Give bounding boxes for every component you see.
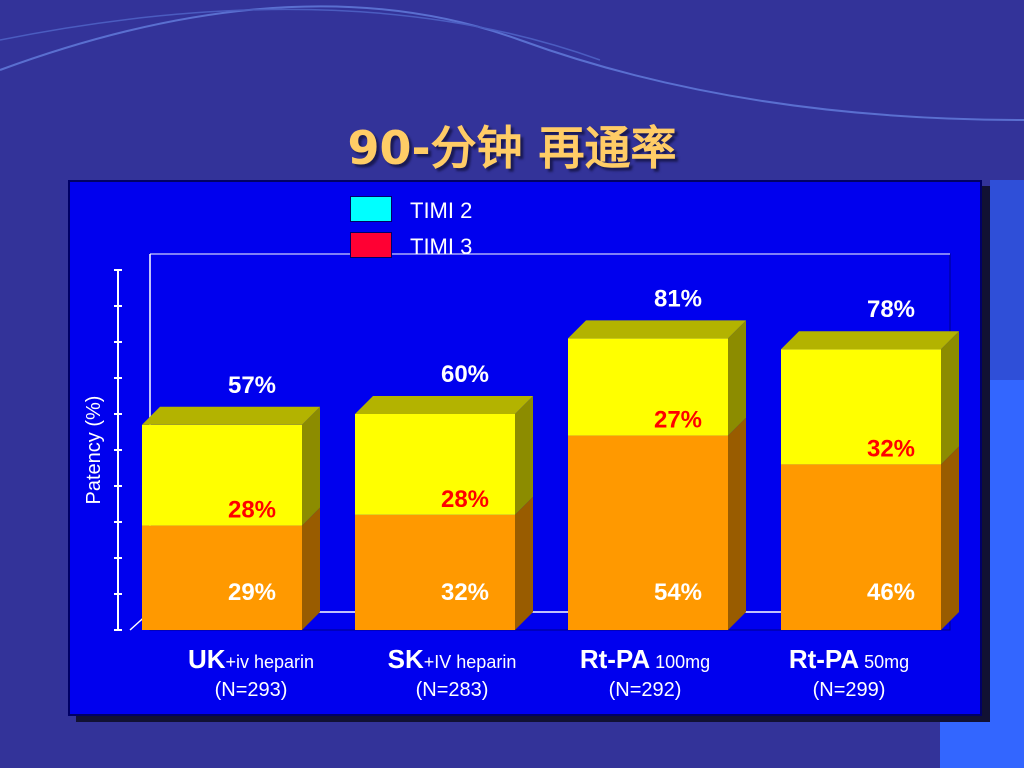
category-label-rtpa-100: Rt-PA 100mg (N=292) — [550, 644, 740, 702]
bar-timi2 — [781, 349, 941, 465]
category-label-sk: SK+IV heparin (N=283) — [352, 644, 552, 702]
bar-timi3-side — [302, 507, 320, 630]
bar-timi2-value-label: 32% — [867, 435, 915, 462]
category-sample-size: (N=293) — [214, 679, 288, 701]
category-detail: 50mg — [859, 652, 910, 672]
bar-timi3-side — [728, 417, 746, 630]
bar-top-face — [781, 331, 959, 350]
category-name: Rt-PA — [579, 644, 651, 674]
bar-timi2 — [355, 414, 515, 515]
category-label-uk: UK+iv heparin (N=293) — [156, 644, 346, 702]
bar-timi3-value-label: 29% — [228, 579, 276, 606]
legend-swatch-timi3 — [350, 232, 392, 258]
legend-swatch-timi2 — [350, 196, 392, 222]
bar-timi2-side — [941, 331, 959, 465]
category-detail: +IV heparin — [423, 652, 517, 672]
bar-total-label: 78% — [867, 296, 915, 323]
chart-panel: Patency (%) 29% 28% 57% 32% 28% 60% 54% 27% 81% 46… — [68, 180, 982, 716]
category-name: SK — [387, 644, 424, 674]
bar-timi2-side — [302, 406, 320, 526]
bar-top-face — [355, 396, 533, 414]
bar-timi2-value-label: 28% — [441, 486, 489, 513]
bar-timi2-side — [728, 320, 746, 436]
bar-timi2 — [568, 338, 728, 436]
category-sample-size: (N=283) — [415, 679, 489, 701]
bar-total-label: 57% — [228, 372, 276, 399]
category-detail: 100mg — [650, 652, 711, 672]
bar-top-face — [568, 320, 746, 339]
category-label-rtpa-50: Rt-PA 50mg (N=299) — [754, 644, 944, 702]
bar-timi2 — [142, 424, 302, 526]
bar-timi3-side — [515, 496, 533, 630]
bar-timi2-value-label: 28% — [228, 497, 276, 524]
category-detail: +iv heparin — [225, 652, 315, 672]
bar-timi3-value-label: 54% — [654, 579, 702, 606]
bar-timi3 — [568, 435, 728, 630]
bar-timi3 — [781, 464, 941, 630]
bar-timi3 — [355, 514, 515, 630]
category-name: UK — [187, 644, 226, 674]
category-sample-size: (N=292) — [608, 679, 682, 701]
bar-timi2-side — [515, 396, 533, 515]
bar-total-label: 81% — [654, 285, 702, 312]
patency-chart: Patency (%) 29% 28% 57% 32% 28% 60% 54% 27% 81% 46… — [83, 253, 959, 631]
slide-title: 90-分钟 再通率 — [347, 121, 677, 175]
bar-timi3-value-label: 46% — [867, 579, 915, 606]
bar-timi3-value-label: 32% — [441, 579, 489, 606]
legend-label-timi2: TIMI 2 — [410, 198, 473, 223]
legend-label-timi3: TIMI 3 — [410, 234, 473, 259]
bar-top-face — [142, 406, 320, 425]
bar-total-label: 60% — [441, 361, 489, 388]
bar-timi3-side — [941, 446, 959, 630]
bar-timi2-value-label: 27% — [654, 407, 702, 434]
category-name: Rt-PA — [788, 644, 860, 674]
y-axis-label: Patency (%) — [83, 396, 105, 505]
category-sample-size: (N=299) — [812, 679, 886, 701]
bar-timi3 — [142, 525, 302, 630]
